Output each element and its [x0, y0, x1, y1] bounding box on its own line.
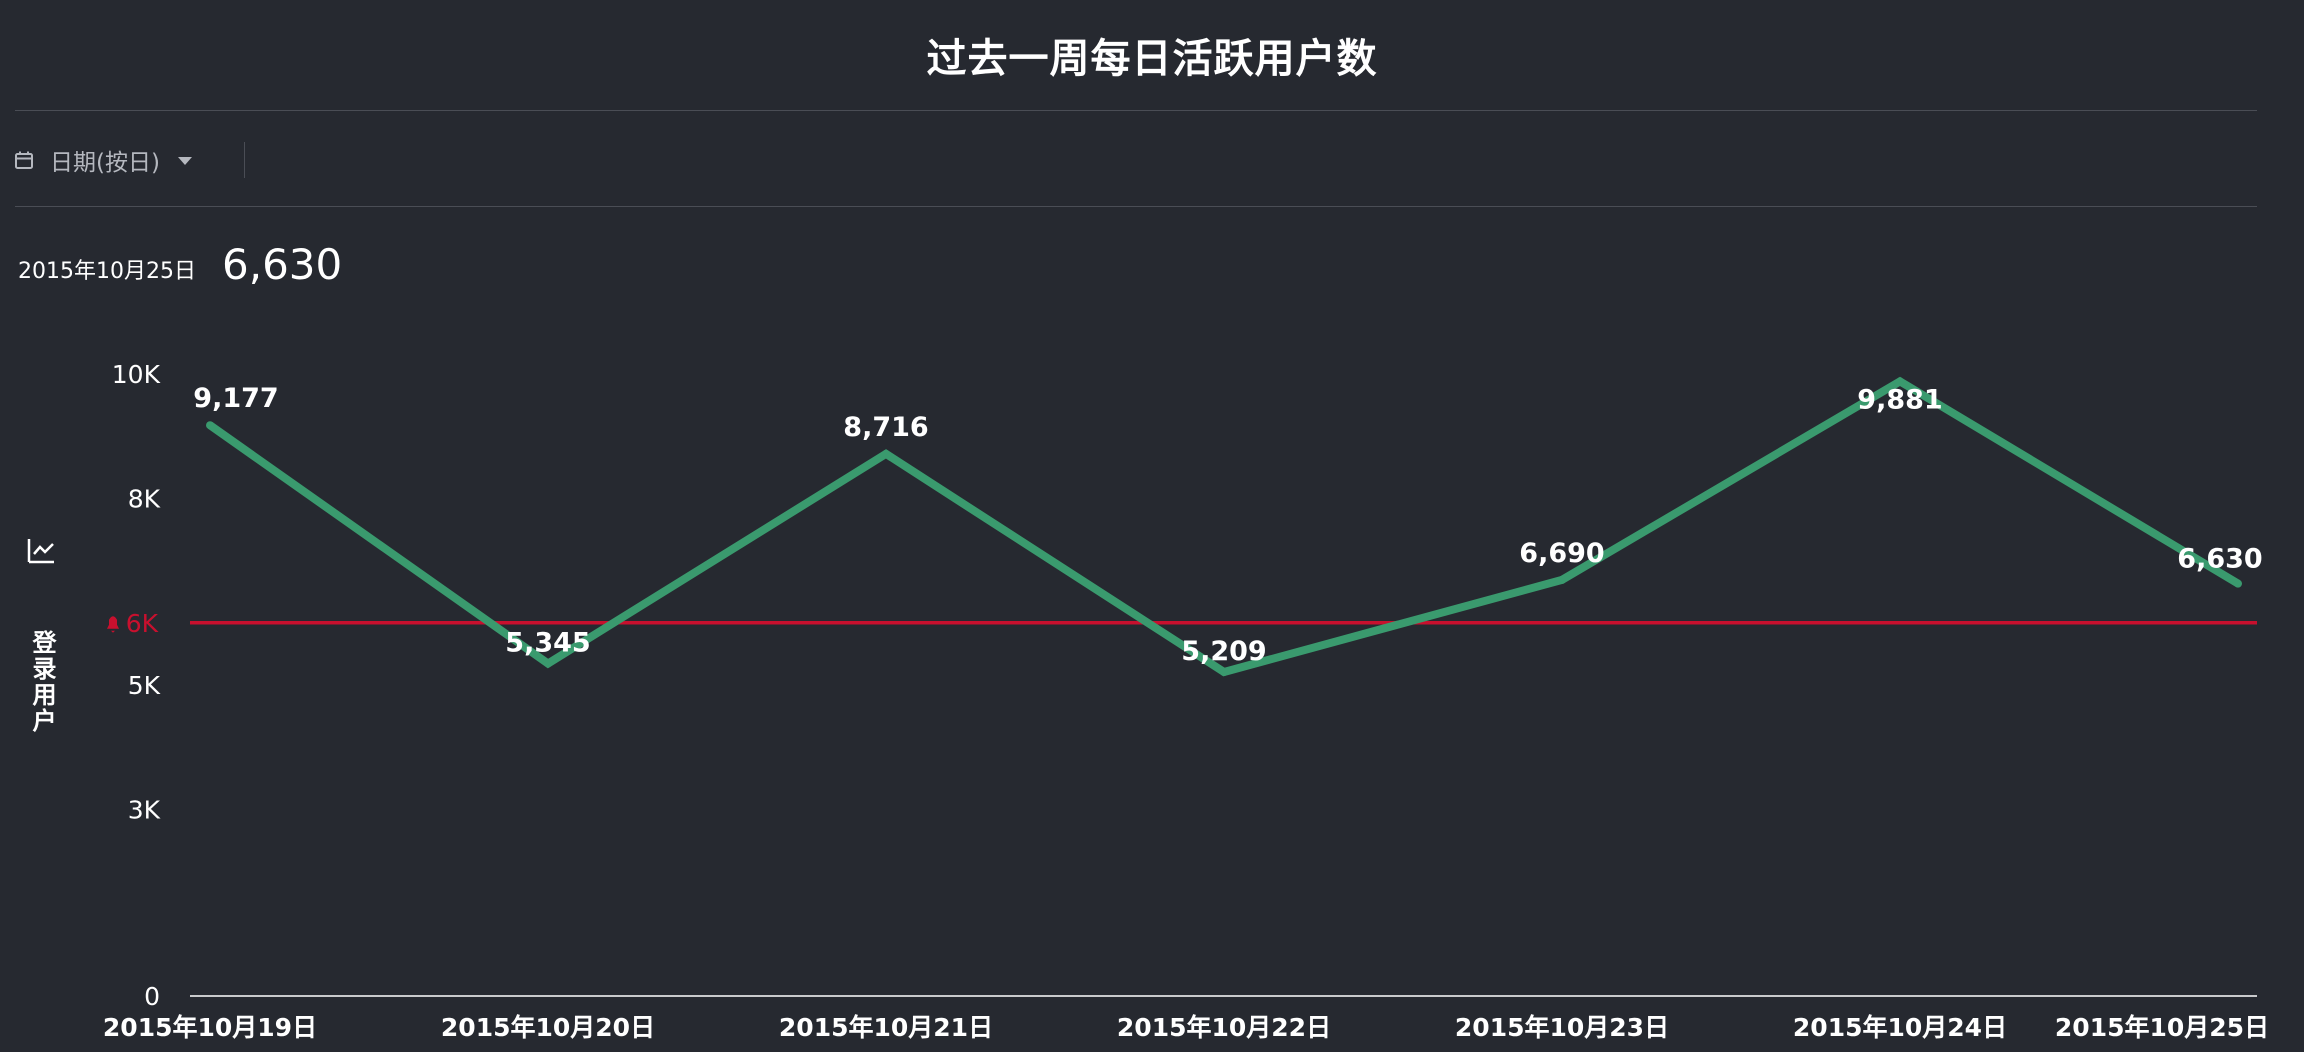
- bell-icon: [107, 616, 119, 633]
- data-point: [1558, 575, 1566, 584]
- x-tick-label: 2015年10月20日: [441, 1013, 655, 1042]
- x-tick-label: 2015年10月19日: [103, 1013, 317, 1042]
- calendar-icon: [14, 150, 34, 170]
- chart-title: 过去一周每日活跃用户数: [926, 36, 1378, 82]
- y-tick-label: 8K: [128, 484, 161, 513]
- data-point: [206, 421, 214, 430]
- data-label: 6,690: [1519, 538, 1604, 569]
- date-filter-label: 日期(按日): [50, 150, 160, 176]
- y-tick-label: 10K: [112, 360, 161, 389]
- toolbar-divider: [15, 206, 2257, 207]
- y-tick-label: 3K: [128, 795, 161, 824]
- x-tick-label: 2015年10月25日: [2055, 1013, 2269, 1042]
- data-label: 9,177: [193, 383, 278, 414]
- data-point: [1896, 377, 1904, 386]
- data-label: 9,881: [1857, 384, 1942, 415]
- summary-value: 6,630: [222, 240, 343, 289]
- data-label: 5,345: [505, 628, 590, 659]
- data-label: 8,716: [843, 412, 928, 443]
- date-filter-dropdown[interactable]: 日期(按日): [14, 140, 194, 180]
- y-axis-label: 登录用户: [28, 630, 56, 734]
- data-point: [1220, 668, 1228, 677]
- data-point: [2234, 579, 2242, 588]
- toolbar-separator: [244, 142, 245, 178]
- trend-line-icon[interactable]: [26, 536, 60, 566]
- x-tick-label: 2015年10月24日: [1793, 1013, 2007, 1042]
- y-tick-label: 0: [144, 982, 160, 1011]
- summary-date: 2015年10月25日: [18, 259, 196, 284]
- data-label: 5,209: [1181, 636, 1266, 667]
- y-tick-label: 5K: [128, 671, 161, 700]
- x-tick-label: 2015年10月23日: [1455, 1013, 1669, 1042]
- chevron-down-icon: [176, 154, 194, 166]
- data-point: [882, 449, 890, 458]
- x-tick-label: 2015年10月22日: [1117, 1013, 1331, 1042]
- x-tick-label: 2015年10月21日: [779, 1013, 993, 1042]
- data-point: [544, 659, 552, 668]
- threshold-label: 6K: [126, 609, 159, 638]
- header-divider: [15, 110, 2257, 111]
- data-label: 6,630: [2177, 544, 2262, 575]
